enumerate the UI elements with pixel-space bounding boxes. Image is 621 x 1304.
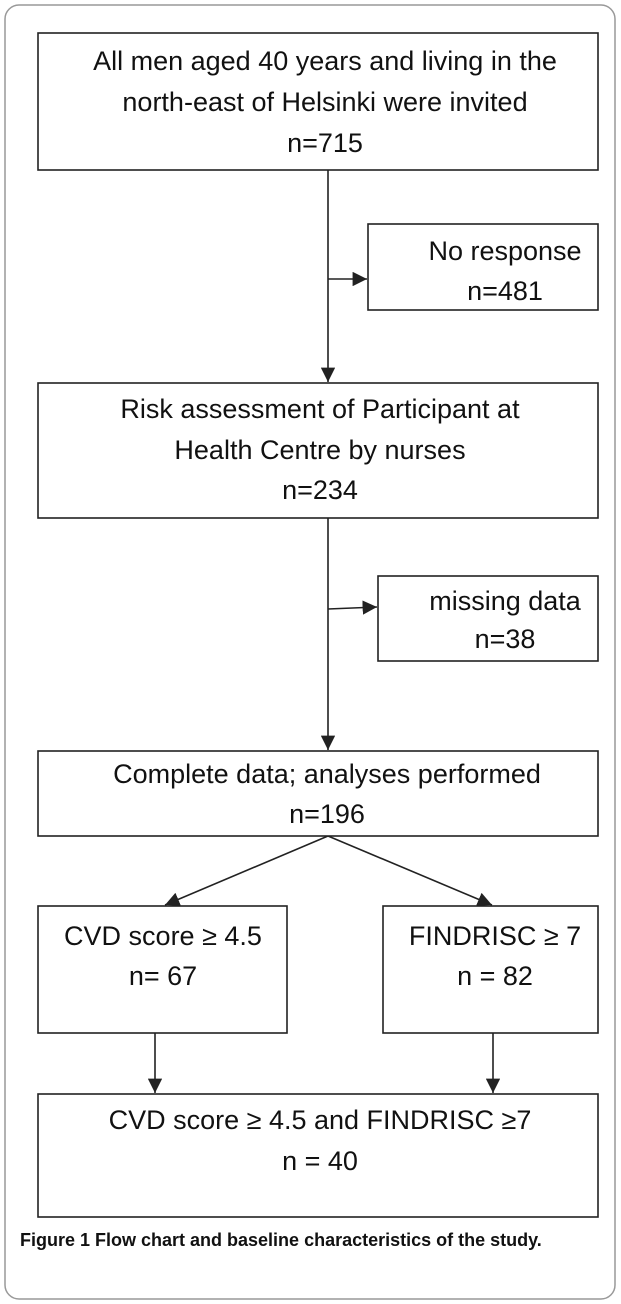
node-text: missing data [429, 586, 582, 616]
node-text: north-east of Helsinki were invited [122, 87, 527, 117]
node-text: CVD score ≥ 4.5 [64, 921, 262, 951]
box [37, 382, 599, 519]
box [382, 905, 599, 1034]
box [37, 905, 288, 1034]
node-text: n=196 [289, 799, 365, 829]
node-text: No response [428, 236, 581, 266]
caption: Figure 1 Flow chart and baseline charact… [20, 1230, 542, 1250]
node-text: n=481 [467, 276, 543, 306]
node-text: Risk assessment of Participant at [120, 394, 520, 424]
arrow [327, 835, 493, 907]
arrow [164, 835, 329, 907]
node-text: Complete data; analyses performed [113, 759, 541, 789]
node-text: FINDRISC ≥ 7 [409, 921, 581, 951]
box [37, 32, 599, 171]
node-text: All men aged 40 years and living in the [93, 46, 557, 76]
box [37, 750, 599, 837]
node-text: n = 40 [282, 1146, 358, 1176]
node-text: n = 82 [457, 961, 533, 991]
box [377, 575, 599, 662]
node-text: n= 67 [129, 961, 197, 991]
node-text: CVD score ≥ 4.5 and FINDRISC ≥7 [109, 1105, 532, 1135]
node-text: n=234 [282, 475, 358, 505]
arrow [327, 600, 378, 615]
node-text: Health Centre by nurses [174, 435, 465, 465]
box [37, 1093, 599, 1218]
box [367, 223, 599, 311]
node-text: n=38 [475, 624, 536, 654]
node-text: n=715 [287, 128, 363, 158]
